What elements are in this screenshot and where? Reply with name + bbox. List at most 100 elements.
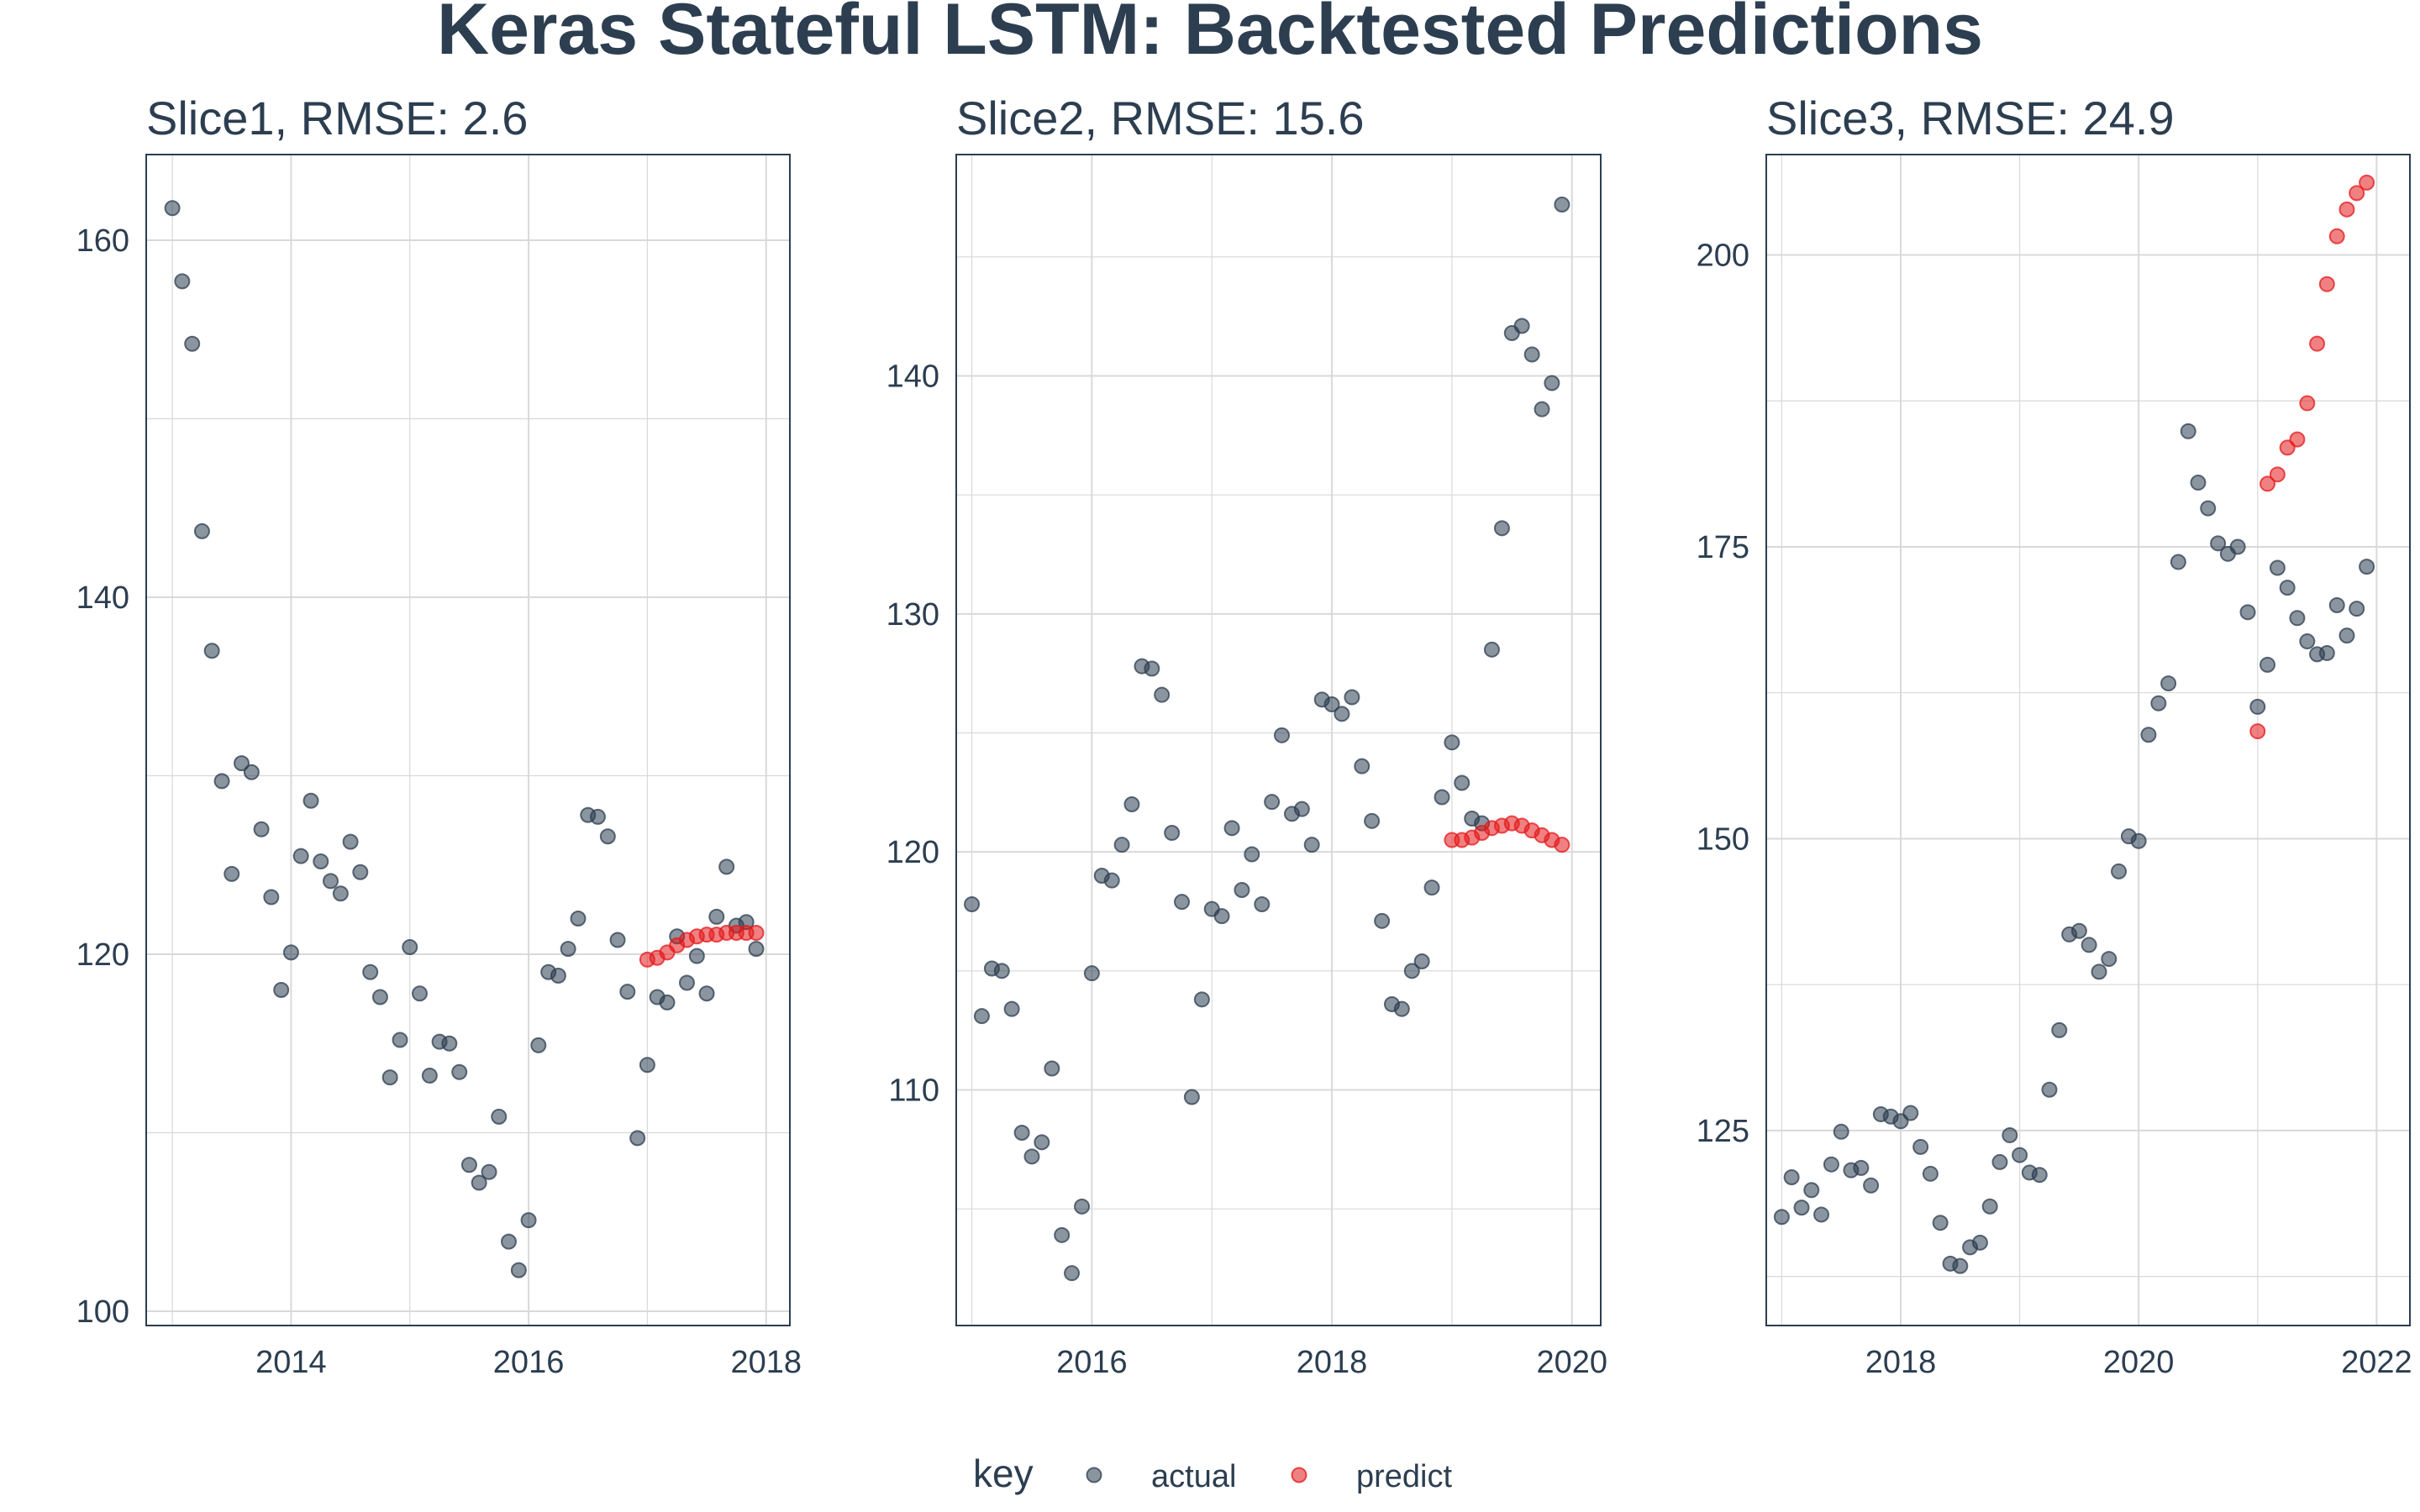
actual-point [510, 1262, 527, 1278]
actual-point [1932, 1215, 1949, 1231]
actual-point [1154, 686, 1171, 703]
actual-point [2289, 610, 2306, 627]
actual-point [1054, 1226, 1071, 1243]
actual-point [1434, 789, 1450, 806]
actual-point [2190, 475, 2207, 491]
actual-point [2349, 601, 2365, 617]
actual-point [1303, 837, 1320, 853]
actual-point [1534, 401, 1550, 417]
actual-point [2249, 698, 2266, 715]
actual-point [1823, 1156, 1839, 1173]
actual-point [1254, 896, 1270, 912]
actual-point [1393, 1000, 1410, 1017]
actual-point [1083, 965, 1100, 982]
actual-point [2328, 596, 2345, 613]
y-tick-label: 125 [1697, 1114, 1749, 1149]
actual-point [708, 908, 725, 925]
actual-point [599, 828, 616, 845]
actual-point [1423, 879, 1440, 896]
panel-title: Slice3, RMSE: 24.9 [1766, 92, 2175, 144]
actual-point [2210, 535, 2227, 552]
actual-point [381, 1069, 398, 1086]
actual-point [570, 911, 587, 927]
y-tick-label: 200 [1697, 239, 1749, 274]
actual-point [184, 335, 201, 352]
actual-point [2091, 963, 2107, 980]
actual-point [2229, 538, 2246, 555]
actual-point [993, 963, 1010, 979]
actual-point [491, 1108, 508, 1125]
legend-marker-actual [1086, 1467, 1102, 1483]
actual-point [2012, 1147, 2028, 1163]
actual-point [1902, 1105, 1919, 1121]
actual-point [332, 885, 349, 902]
actual-point [1273, 727, 1290, 743]
actual-point [678, 974, 695, 991]
legend-title: key [973, 1452, 1034, 1495]
panel-border [955, 154, 1602, 1326]
actual-point [2002, 1126, 2018, 1143]
x-tick-label: 2018 [730, 1345, 802, 1380]
x-tick-label: 2020 [1536, 1345, 1607, 1380]
actual-point [2101, 951, 2118, 968]
actual-point [2070, 922, 2087, 939]
panel-title: Slice2, RMSE: 15.6 [956, 92, 1365, 144]
actual-point [392, 1032, 408, 1048]
actual-point [1074, 1198, 1091, 1215]
x-tick-label: 2018 [1865, 1345, 1937, 1380]
actual-point [2279, 580, 2296, 596]
x-tick-label: 2016 [1056, 1345, 1128, 1380]
actual-point [2130, 832, 2147, 849]
actual-point [481, 1163, 497, 1180]
actual-point [1213, 908, 1230, 925]
actual-point [292, 848, 309, 864]
y-tick-label: 120 [76, 937, 129, 973]
actual-point [550, 968, 566, 984]
actual-point [964, 896, 981, 912]
actual-point [1064, 1265, 1081, 1282]
actual-point [1103, 872, 1120, 889]
actual-point [688, 948, 705, 964]
actual-point [1183, 1089, 1200, 1105]
actual-point [342, 833, 359, 850]
actual-point [973, 1008, 990, 1025]
actual-point [1803, 1182, 1820, 1199]
actual-point [1344, 689, 1360, 706]
actual-point [313, 853, 329, 869]
y-tick-label: 100 [76, 1294, 129, 1330]
x-tick-label: 2018 [1297, 1345, 1368, 1380]
actual-point [500, 1233, 517, 1250]
actual-point [253, 821, 270, 837]
actual-point [1244, 846, 1260, 863]
actual-point [1863, 1177, 1880, 1194]
actual-point [1403, 963, 1420, 979]
actual-point [174, 273, 191, 290]
actual-point [263, 889, 280, 906]
x-tick-label: 2014 [255, 1345, 327, 1380]
panel-2: Slice2, RMSE: 15.6 2016 2018 2020 110 120 130 1… [886, 92, 1607, 1380]
actual-point [2359, 559, 2375, 575]
actual-point [362, 963, 379, 980]
y-tick-label: 140 [76, 580, 129, 616]
actual-point [193, 522, 210, 539]
predict-point [2249, 723, 2266, 740]
actual-point [371, 989, 388, 1005]
x-tick-label: 2022 [2341, 1345, 2412, 1380]
panel-border [145, 154, 791, 1326]
y-tick-label: 110 [888, 1074, 939, 1109]
actual-point [1493, 520, 1510, 537]
actual-point [1444, 734, 1460, 751]
x-tick-label: 2016 [493, 1345, 565, 1380]
actual-point [1293, 801, 1310, 817]
panel-title: Slice1, RMSE: 2.6 [146, 92, 528, 144]
actual-point [322, 873, 339, 890]
actual-point [302, 792, 319, 809]
actual-point [1223, 820, 1240, 837]
actual-point [1554, 197, 1570, 213]
actual-point [520, 1212, 537, 1229]
actual-point [2200, 500, 2217, 517]
actual-point [1174, 894, 1191, 911]
chart-panels: Slice1, RMSE: 2.6 2014 2016 2018 100 120 140 16… [76, 92, 2412, 1380]
actual-point [748, 941, 765, 958]
